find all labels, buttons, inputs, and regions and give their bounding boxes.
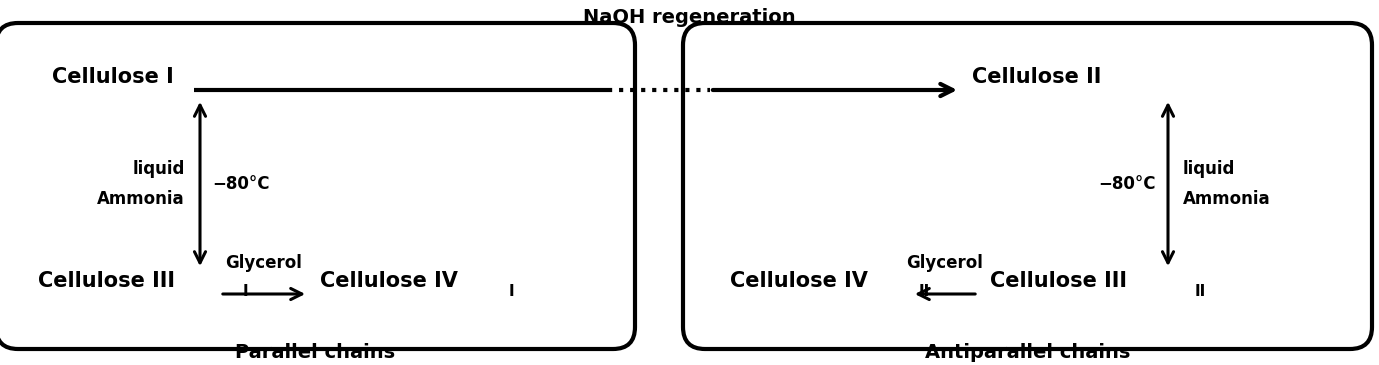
Text: II: II [1194, 284, 1207, 299]
Text: Glycerol: Glycerol [906, 254, 983, 272]
Text: Ammonia: Ammonia [98, 190, 185, 208]
Text: Cellulose IV: Cellulose IV [320, 271, 458, 291]
Text: Glycerol: Glycerol [226, 254, 302, 272]
Text: −80°C: −80°C [1099, 175, 1156, 193]
Text: Cellulose II: Cellulose II [972, 67, 1102, 87]
Text: Cellulose IV: Cellulose IV [729, 271, 867, 291]
Text: NaOH regeneration: NaOH regeneration [583, 8, 796, 27]
Text: liquid: liquid [132, 160, 185, 178]
Text: I: I [243, 284, 248, 299]
Text: Ammonia: Ammonia [1183, 190, 1270, 208]
Text: II: II [918, 284, 931, 299]
Text: Cellulose I: Cellulose I [52, 67, 174, 87]
Text: −80°C: −80°C [212, 175, 269, 193]
Text: Cellulose III: Cellulose III [990, 271, 1127, 291]
Text: I: I [509, 284, 514, 299]
Text: Parallel chains: Parallel chains [236, 342, 396, 361]
FancyBboxPatch shape [0, 23, 634, 349]
FancyBboxPatch shape [683, 23, 1372, 349]
Text: Antiparallel chains: Antiparallel chains [925, 342, 1131, 361]
Text: Cellulose III: Cellulose III [39, 271, 175, 291]
Text: liquid: liquid [1183, 160, 1236, 178]
